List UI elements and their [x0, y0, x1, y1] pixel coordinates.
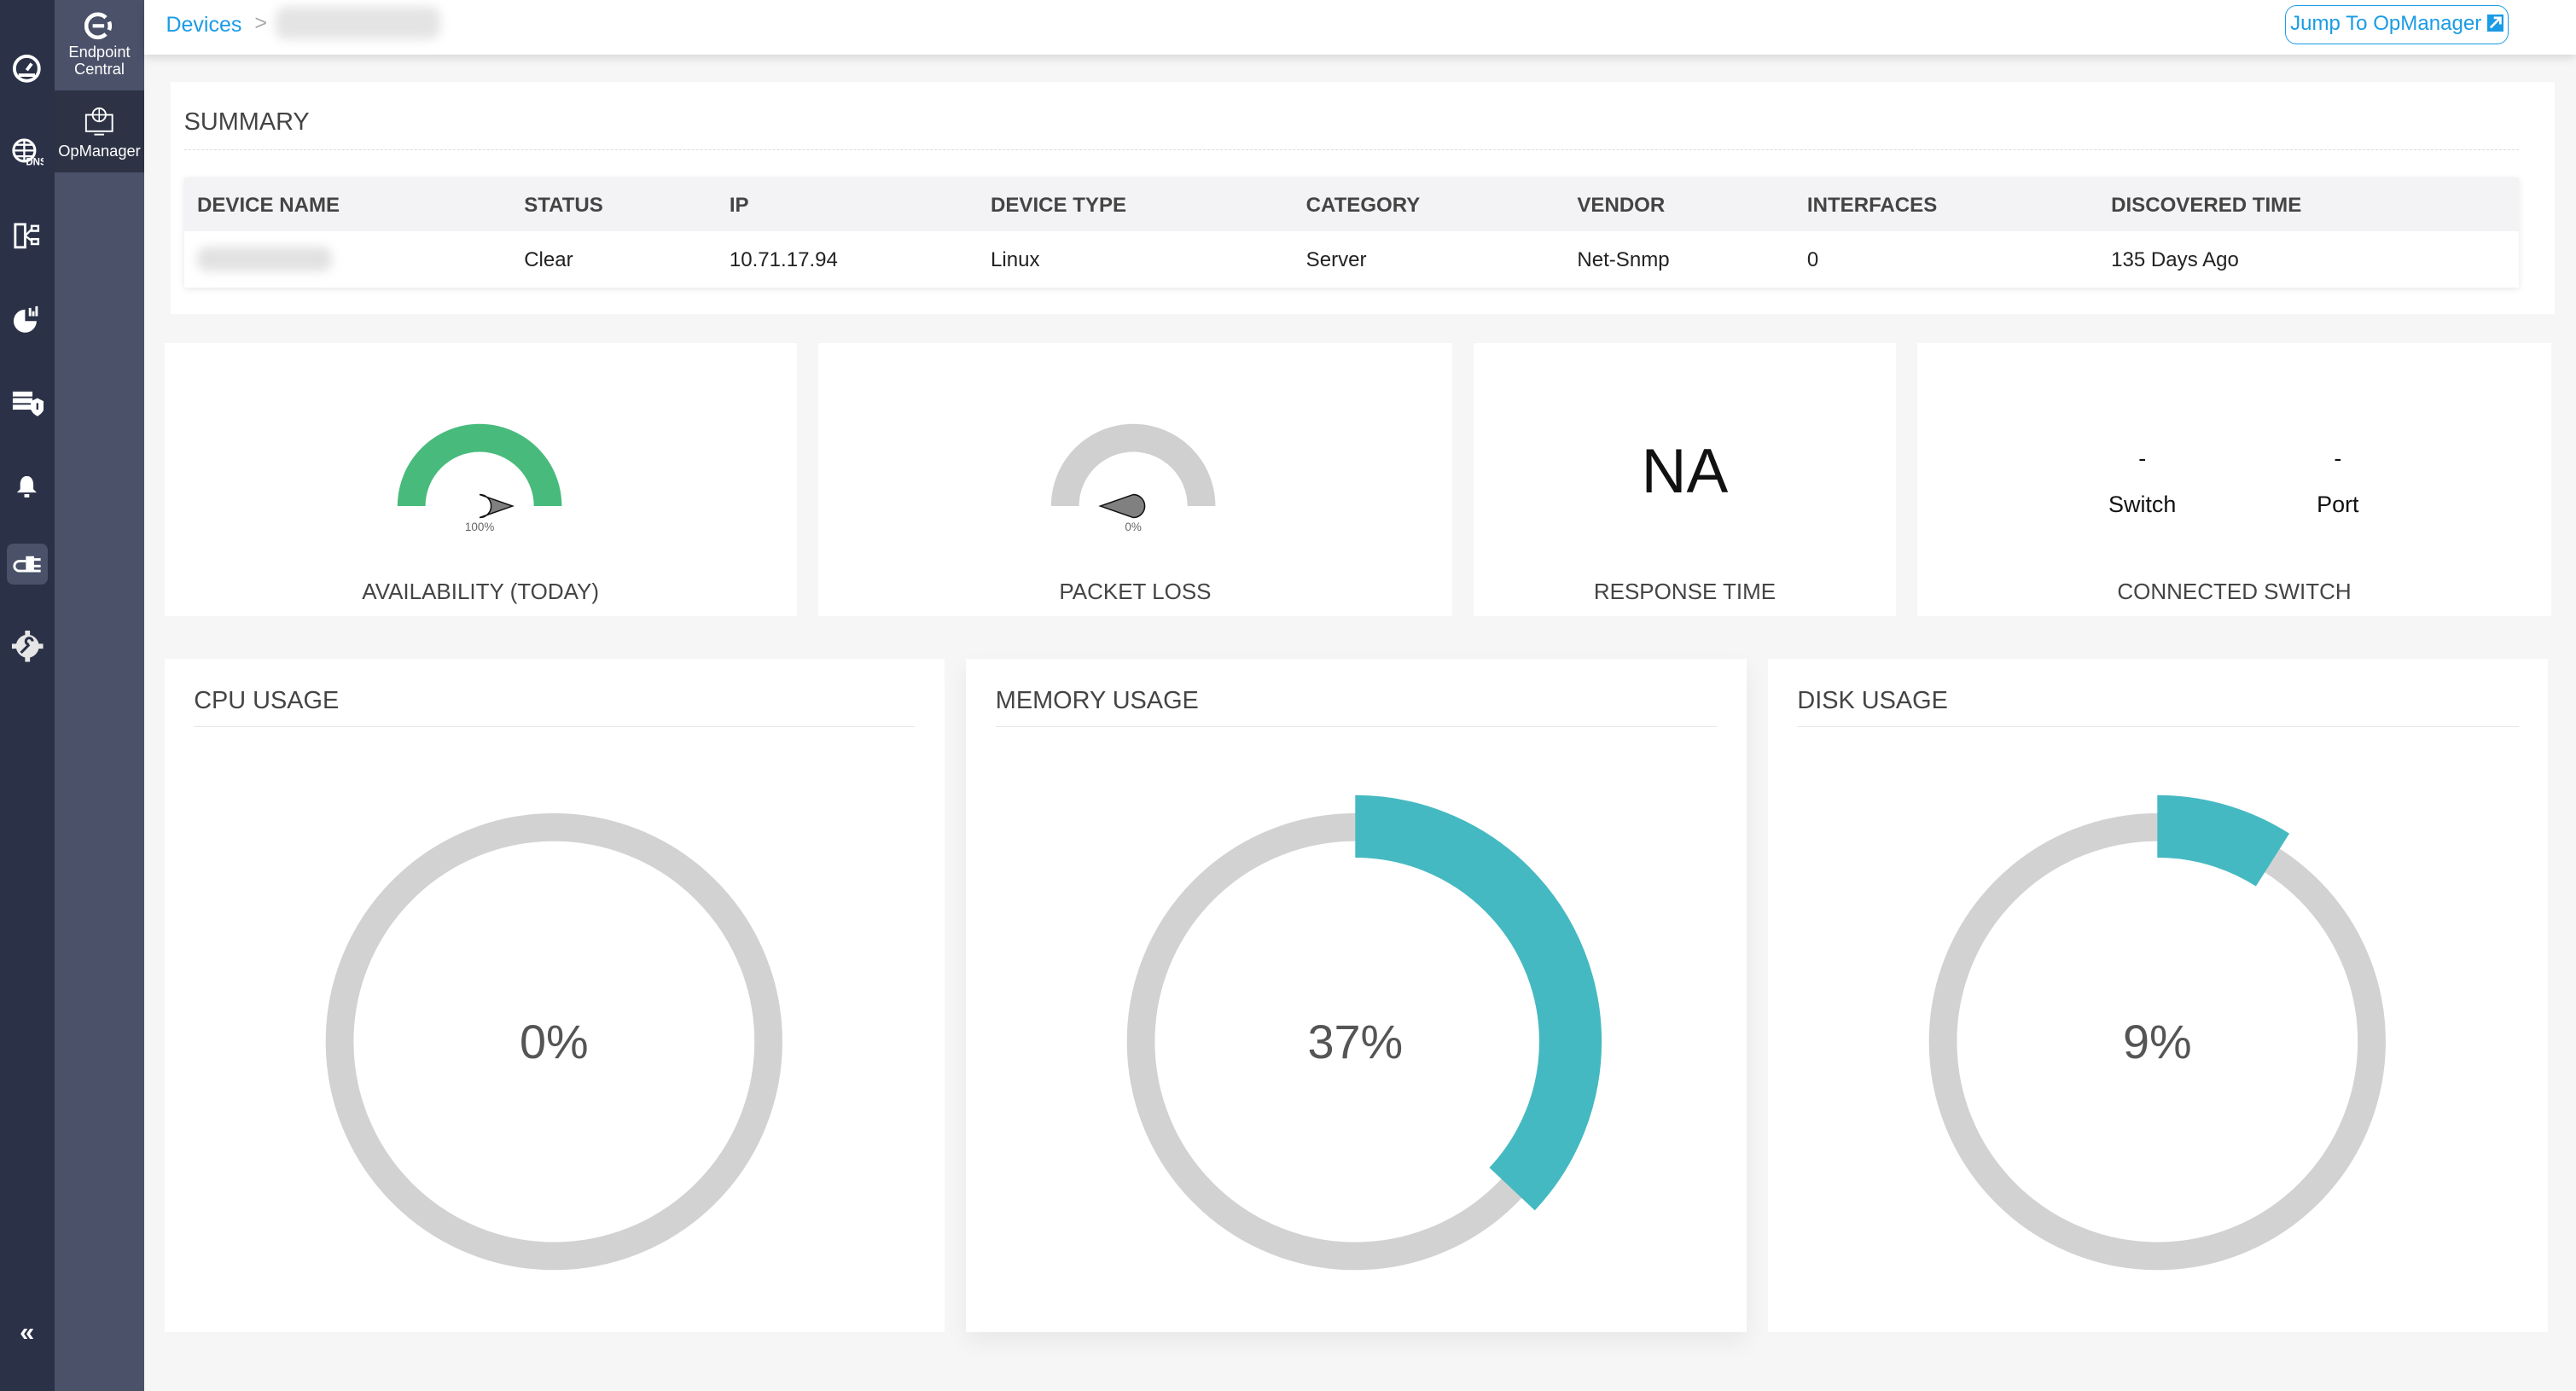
- alarm-bell-icon[interactable]: [7, 465, 48, 506]
- packet-loss-card: 0% PACKET LOSS: [817, 343, 1453, 617]
- summary-table: [183, 177, 2519, 288]
- dashboard-icon[interactable]: [7, 48, 48, 89]
- svg-text:DNS: DNS: [26, 157, 44, 166]
- donut-fill: [1108, 794, 1602, 1289]
- usage-value: 9%: [2123, 1015, 2192, 1068]
- monitor-globe-icon: [55, 105, 145, 141]
- gauge-needle: [1098, 493, 1146, 519]
- breadcrumb-devices[interactable]: Devices: [166, 13, 242, 38]
- table-header-row: [183, 177, 2519, 232]
- connected-switch-label: CONNECTED SWITCH: [2117, 578, 2352, 604]
- breadcrumb-separator: >: [254, 11, 268, 36]
- product-opmanager[interactable]: OpManager: [54, 90, 145, 173]
- usage-value: 37%: [1308, 1015, 1404, 1068]
- network-topology-icon[interactable]: [7, 215, 48, 256]
- gauge-value: 100%: [465, 521, 494, 533]
- summary-card: SUMMARY DEVICE NAME STATUS Clear IP 10.71.17…: [171, 82, 2555, 314]
- usage-title: MEMORY USAGE: [995, 686, 1199, 714]
- column-header: DEVICE TYPE: [991, 194, 1127, 218]
- external-link-icon: [2486, 15, 2504, 32]
- column-header: DISCOVERED TIME: [2111, 194, 2302, 218]
- server-security-icon[interactable]: [7, 383, 48, 424]
- port-label: Port: [2317, 491, 2359, 517]
- cell-ip: 10.71.17.94: [729, 247, 838, 271]
- endpoint-central-logo: [55, 11, 145, 44]
- product-label: Central: [74, 59, 125, 78]
- packet-loss-gauge: 0%: [1051, 423, 1216, 533]
- usage-title: DISK USAGE: [1797, 686, 1948, 714]
- double-chevron-left-icon[interactable]: «: [20, 1316, 35, 1347]
- cell-interfaces: 0: [1806, 247, 1819, 271]
- product-label: OpManager: [58, 141, 141, 160]
- availability-gauge: 100%: [397, 423, 562, 533]
- switch-value: -: [2138, 445, 2147, 471]
- usage-donut: 37%: [1108, 794, 1602, 1289]
- breadcrumb-device-name-redacted: [276, 6, 440, 40]
- cell-status: Clear: [524, 247, 573, 271]
- divider: [995, 726, 1718, 727]
- usage-title: CPU USAGE: [194, 686, 340, 714]
- jump-to-opmanager-button[interactable]: Jump To OpManager: [2285, 4, 2509, 44]
- gauge-fill: [397, 423, 562, 507]
- cell-vendor: Net-Snmp: [1577, 247, 1670, 271]
- column-header: VENDOR: [1577, 194, 1666, 218]
- plugin-icon[interactable]: [6, 544, 48, 585]
- connected-switch-card: - Switch - Port CONNECTED SWITCH: [1916, 343, 2552, 617]
- divider: [183, 149, 2519, 150]
- cell-device-name-redacted: [197, 246, 332, 271]
- divider: [1797, 726, 2519, 727]
- availability-card: 100% AVAILABILITY (TODAY): [164, 343, 797, 617]
- usage-donut: 9%: [1910, 794, 2404, 1289]
- settings-icon[interactable]: [7, 626, 48, 667]
- column-header: CATEGORY: [1305, 194, 1421, 218]
- usage-card-disk: DISK USAGE 9%: [1767, 659, 2549, 1333]
- column-header: STATUS: [524, 194, 603, 218]
- cell-discovered: 135 Days Ago: [2111, 247, 2239, 271]
- product-switcher: Endpoint Central OpManager: [54, 0, 145, 1391]
- product-label: Endpoint: [68, 43, 131, 61]
- port-value: -: [2334, 445, 2342, 471]
- usage-card-cpu: CPU USAGE 0%: [164, 659, 945, 1333]
- gauge-value: 0%: [1125, 521, 1142, 533]
- packet-loss-label: PACKET LOSS: [1059, 578, 1212, 604]
- cell-category: Server: [1305, 247, 1367, 271]
- gauge-track: [1051, 423, 1216, 507]
- usage-donut: 0%: [325, 813, 782, 1271]
- summary-title: SUMMARY: [183, 108, 310, 137]
- donut-fill: [1910, 794, 2404, 1289]
- cell-device-type: Linux: [991, 247, 1040, 271]
- divider: [194, 726, 916, 727]
- dns-icon[interactable]: DNS: [7, 131, 48, 172]
- donut-track: [1928, 813, 2386, 1271]
- column-header: DEVICE NAME: [197, 194, 340, 218]
- column-header: INTERFACES: [1806, 194, 1938, 218]
- jump-button-label: Jump To OpManager: [2290, 11, 2482, 35]
- usage-value: 0%: [519, 1015, 588, 1068]
- usage-card-memory: MEMORY USAGE 37%: [966, 659, 1747, 1333]
- availability-label: AVAILABILITY (TODAY): [362, 578, 600, 604]
- donut-track: [325, 813, 782, 1271]
- product-endpoint-central[interactable]: Endpoint Central: [54, 0, 145, 90]
- reports-icon[interactable]: [7, 299, 48, 340]
- response-time-card: NA RESPONSE TIME: [1474, 343, 1896, 617]
- column-header: IP: [729, 194, 749, 218]
- gauge-needle: [479, 493, 515, 519]
- top-header: Devices > Jump To OpManager: [144, 0, 2576, 55]
- switch-label: Switch: [2108, 491, 2177, 517]
- response-time-value: NA: [1641, 436, 1729, 507]
- response-time-label: RESPONSE TIME: [1593, 578, 1776, 604]
- icon-rail: DNS «: [0, 0, 55, 1391]
